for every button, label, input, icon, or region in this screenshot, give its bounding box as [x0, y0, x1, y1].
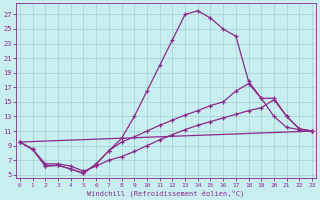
X-axis label: Windchill (Refroidissement éolien,°C): Windchill (Refroidissement éolien,°C) — [87, 189, 245, 197]
